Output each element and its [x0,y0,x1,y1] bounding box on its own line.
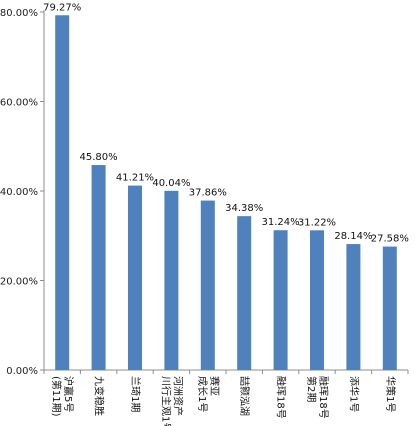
data-label: 27.58% [371,234,409,245]
bar [346,244,361,370]
y-tick-label: 60.00% [0,98,38,109]
category-label: 成长1号 [196,376,208,412]
data-label: 41.21% [116,173,154,184]
y-tick-label: 80.00% [0,8,38,19]
bar [273,230,288,370]
data-label: 31.22% [298,217,336,228]
category-label: (第11期) [50,376,63,417]
bar [200,200,215,370]
category-label: 华策1号 [384,376,397,412]
data-labels: 79.27% 45.80% 41.21%40.04%37.86% 34.38% 31.2… [43,2,409,244]
category-label: 河洲资产 [171,376,184,416]
data-label: 79.27% [43,2,81,13]
data-label: 28.14% [334,231,372,242]
bar [164,190,179,370]
data-label: 40.04% [152,178,190,189]
y-tick-label: 40.00% [0,187,38,198]
bar [55,15,70,370]
data-label: 37.86% [189,188,227,199]
category-label: 喆颢泓湖 [238,376,251,416]
data-label: 34.38% [225,203,263,214]
bar [237,216,252,370]
bars [55,15,397,370]
category-label: 融珲18号 [317,376,329,419]
category-label: 兰琦1期 [129,376,142,412]
bar [382,246,397,370]
category-label: 沪赢5号 [62,376,75,412]
bar [128,185,142,370]
category-label: 添华1号 [347,376,360,412]
bar [91,165,106,370]
category-label: 九变稳胜 [93,376,106,416]
y-tick-label: 20.00% [0,277,38,288]
y-tick-label: 0.00% [6,366,38,377]
category-label: 融珲18号 [275,376,287,419]
category-label: 川行主观1号 [159,376,172,426]
bar [310,230,324,370]
data-label: 45.80% [80,152,118,163]
category-label: 赛亚 [208,376,221,396]
data-label: 31.24% [262,217,300,228]
category-label: 第2期 [305,376,318,402]
